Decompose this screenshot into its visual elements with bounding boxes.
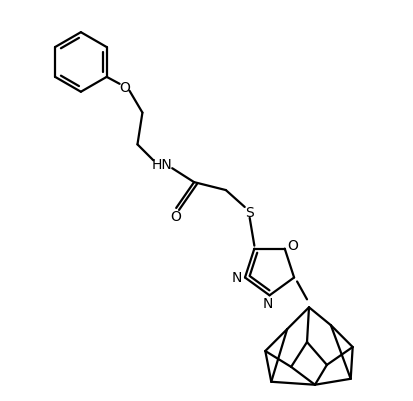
Text: O: O xyxy=(169,209,180,223)
Text: O: O xyxy=(287,238,297,252)
Text: N: N xyxy=(262,297,272,310)
Text: S: S xyxy=(245,205,254,219)
Text: O: O xyxy=(119,81,130,95)
Text: HN: HN xyxy=(152,158,172,172)
Text: N: N xyxy=(231,271,242,285)
